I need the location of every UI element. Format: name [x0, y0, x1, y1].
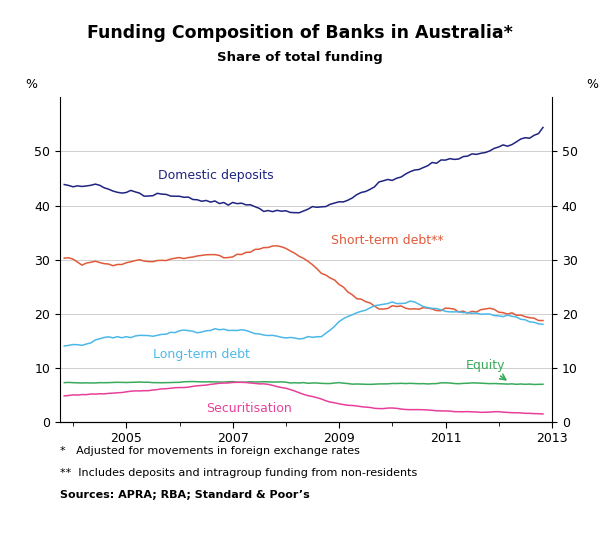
Text: Domestic deposits: Domestic deposits — [158, 169, 274, 182]
Text: %: % — [586, 78, 598, 91]
Text: Long-term debt: Long-term debt — [153, 348, 250, 361]
Text: *   Adjusted for movements in foreign exchange rates: * Adjusted for movements in foreign exch… — [60, 446, 360, 456]
Text: Share of total funding: Share of total funding — [217, 51, 383, 64]
Text: Funding Composition of Banks in Australia*: Funding Composition of Banks in Australi… — [87, 24, 513, 42]
Text: Securitisation: Securitisation — [206, 402, 292, 415]
Text: Equity: Equity — [466, 359, 506, 380]
Text: Short-term debt**: Short-term debt** — [331, 234, 444, 247]
Text: Sources: APRA; RBA; Standard & Poor’s: Sources: APRA; RBA; Standard & Poor’s — [60, 490, 310, 499]
Text: **  Includes deposits and intragroup funding from non-residents: ** Includes deposits and intragroup fund… — [60, 468, 417, 478]
Text: %: % — [26, 78, 38, 91]
